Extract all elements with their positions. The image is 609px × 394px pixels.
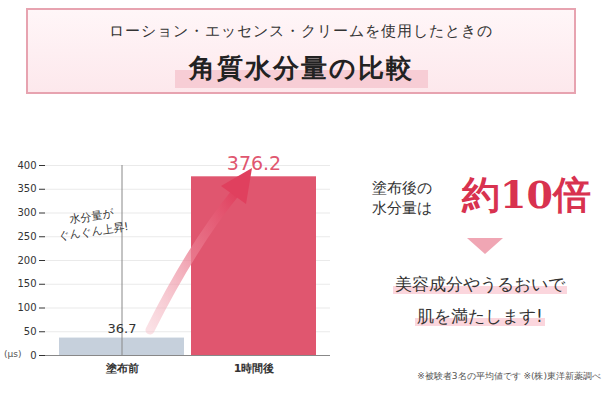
svg-text:250: 250 [17,231,36,242]
html-text:約10倍: 約10倍 [462,172,591,217]
html-text:塗布後の: 塗布後の [372,179,432,197]
svg-text:水分量がぐんぐん上昇!: 水分量がぐんぐん上昇! [56,205,130,243]
svg-text:150: 150 [17,278,36,289]
svg-text:1時間後: 1時間後 [234,362,275,375]
svg-text:200: 200 [17,255,36,266]
svg-text:400: 400 [17,160,36,171]
svg-text:350: 350 [17,183,36,194]
html-text:肌を満たします!: 肌を満たします! [417,306,543,326]
svg-text:0: 0 [30,350,36,361]
svg-text:50: 50 [24,326,37,337]
svg-text:塗布前: 塗布前 [105,362,139,375]
html-text:※被験者3名の平均値です ※(株)東洋新薬調べ: ※被験者3名の平均値です ※(株)東洋新薬調べ [417,371,601,381]
html-text:美容成分やうるおいで: 美容成分やうるおいで [395,274,565,294]
svg-text:100: 100 [17,302,36,313]
html-text:角質水分量の比較: 角質水分量の比較 [188,53,414,83]
html-text:ローション・エッセンス・クリームを使用したときの: ローション・エッセンス・クリームを使用したときの [109,22,493,40]
svg-text:300: 300 [17,207,36,218]
svg-text:36.7: 36.7 [108,321,137,336]
svg-text:376.2: 376.2 [227,152,281,174]
html-text:水分量は: 水分量は [372,199,432,217]
html-text:(μs): (μs) [4,349,22,359]
